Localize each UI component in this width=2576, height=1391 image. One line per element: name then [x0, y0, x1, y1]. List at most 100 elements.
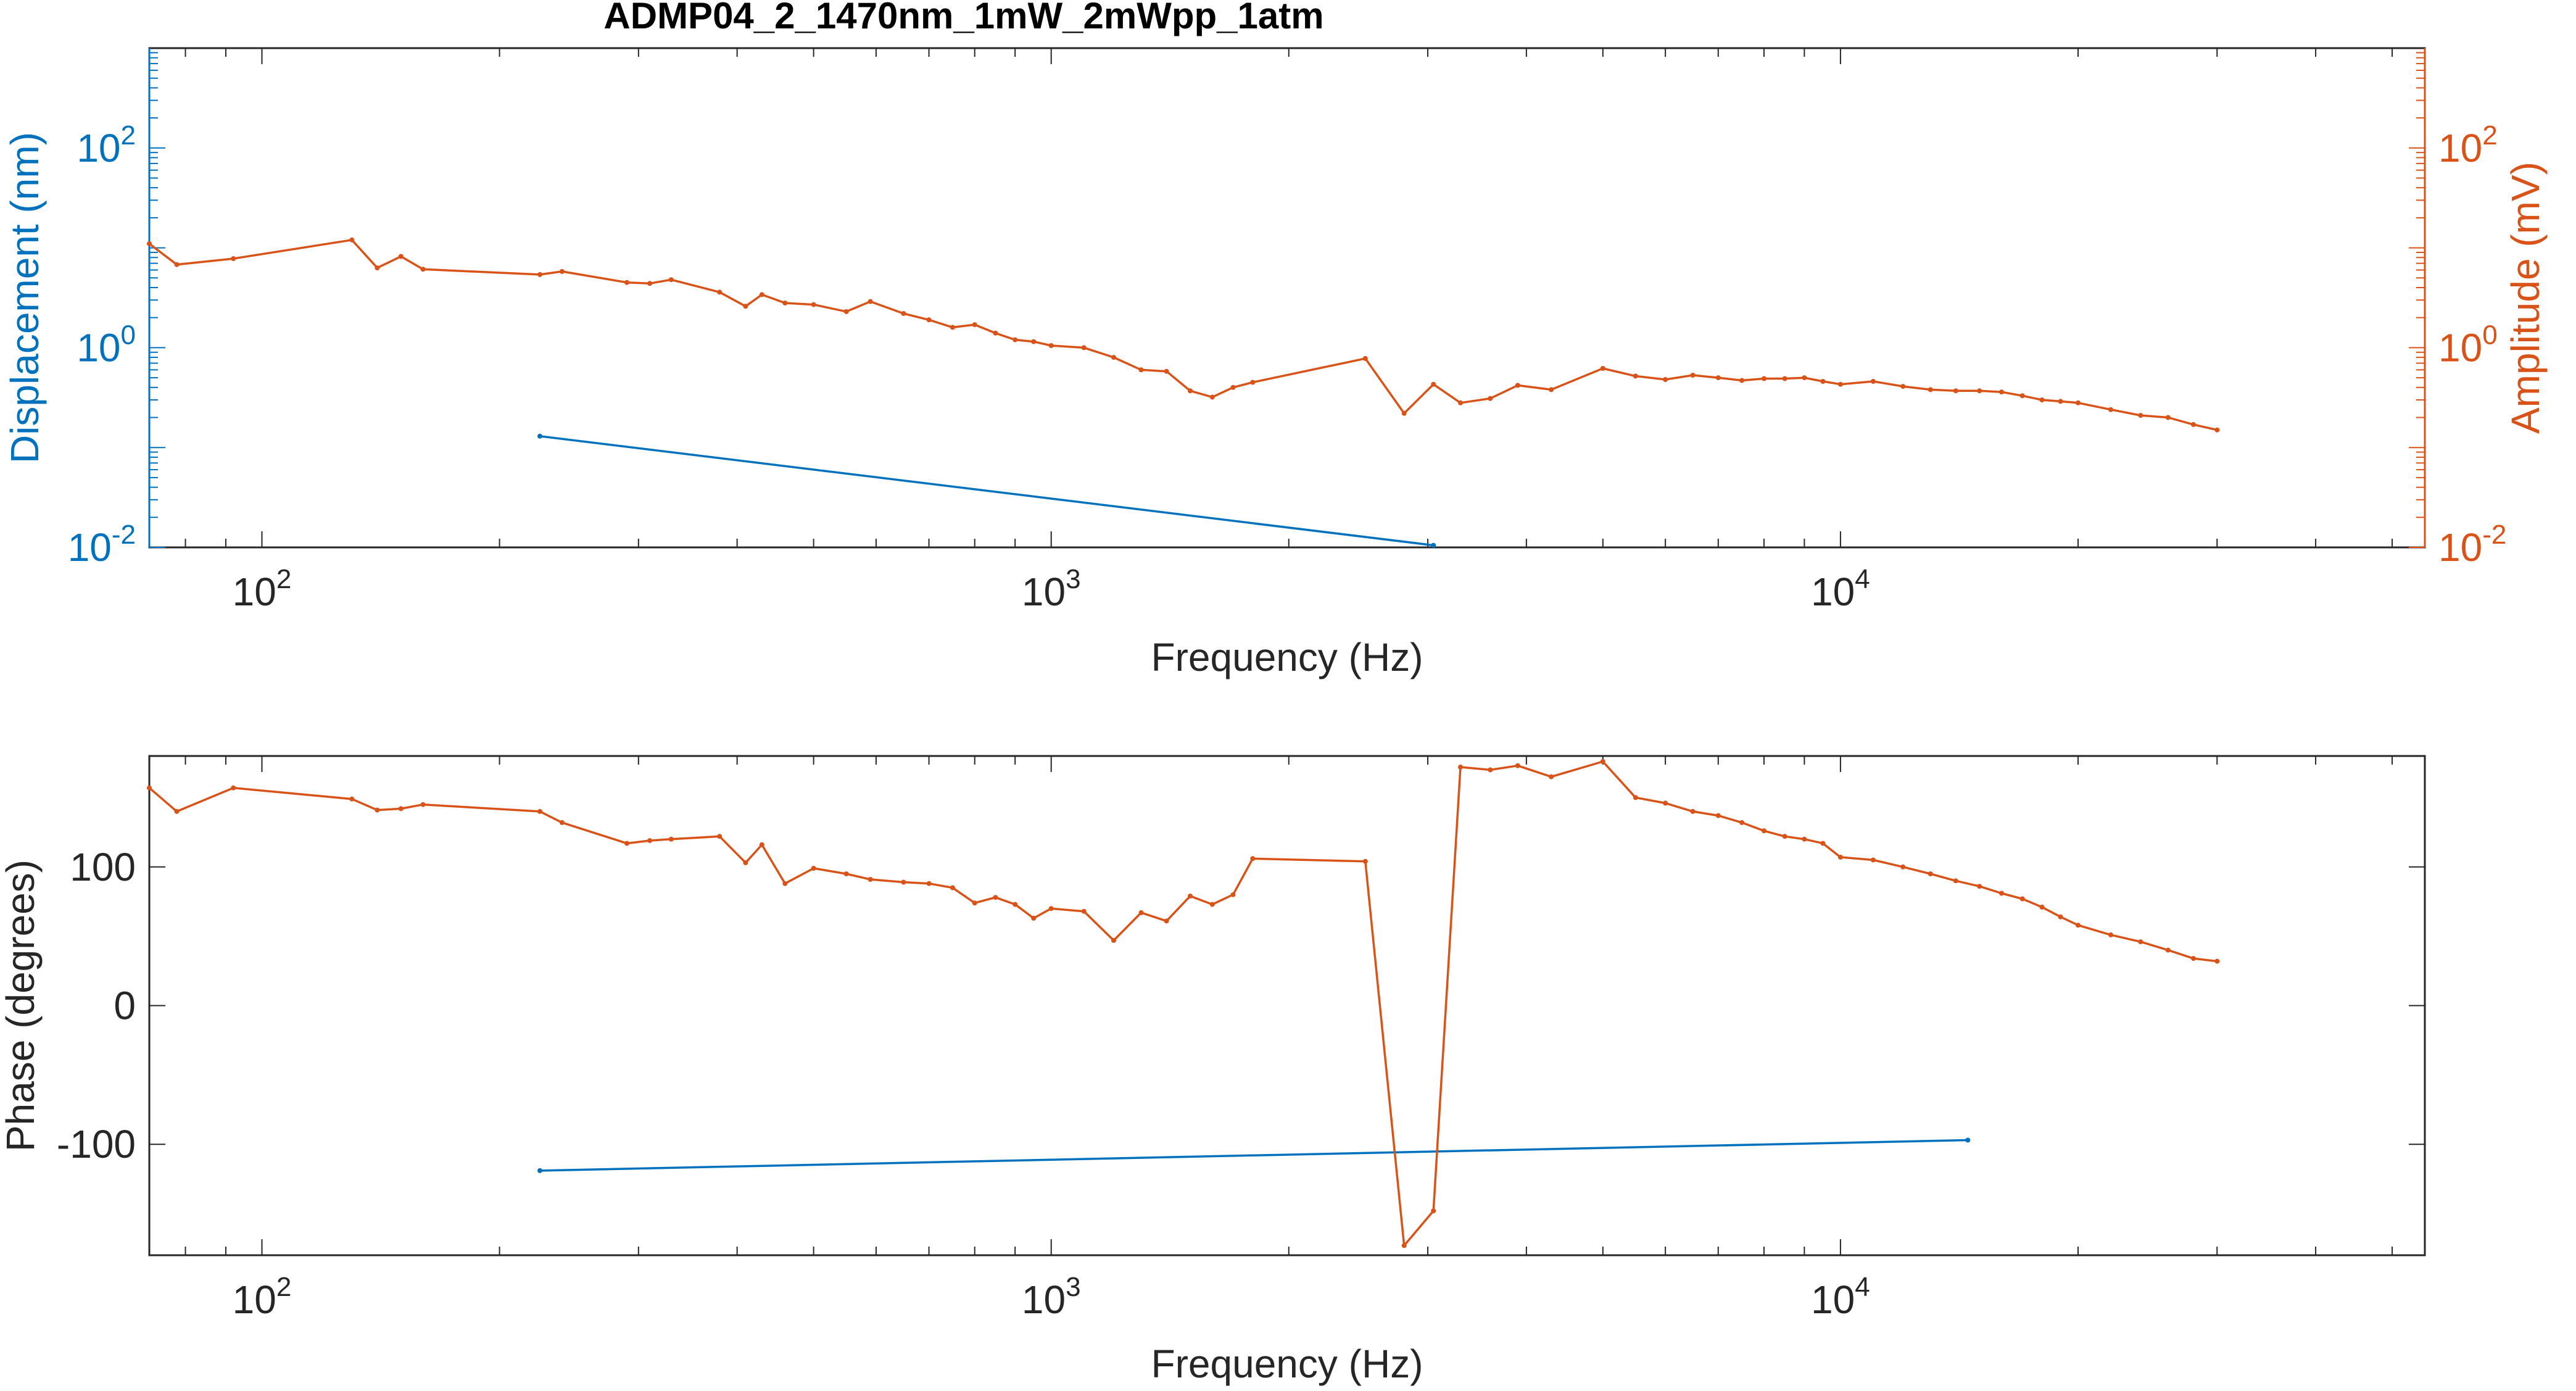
amplitude-series-point: [1431, 381, 1436, 387]
phase-series-orange-point: [1488, 767, 1493, 773]
amplitude-series-point: [2138, 413, 2143, 418]
amplitude-series-point: [717, 289, 723, 295]
top-series-group: [147, 237, 2220, 548]
amplitude-series-point: [1081, 345, 1087, 351]
amplitude-series-point: [1900, 384, 1906, 389]
x-tick-label: 104: [1811, 564, 1870, 614]
phase-series-orange-point: [1250, 856, 1256, 862]
amplitude-series-point: [1782, 376, 1787, 381]
phase-series-orange-point: [1999, 891, 2004, 896]
y-tick-label-left: 102: [77, 120, 136, 170]
phase-series-orange-point: [668, 836, 674, 842]
phase-series-orange-point: [1013, 902, 1018, 907]
amplitude-series-point: [759, 292, 764, 297]
phase-series-orange-point: [811, 866, 816, 871]
amplitude-series-point: [1188, 388, 1193, 394]
amplitude-series-point: [1013, 337, 1018, 343]
phase-series-orange-point: [1458, 765, 1463, 770]
top-y-axis-label-right: Amplitude (mV): [2503, 162, 2548, 434]
phase-series-orange-point: [1953, 878, 1958, 884]
amplitude-series-point: [1928, 387, 1933, 392]
bottom-minor-ticks: [149, 756, 2425, 1255]
amplitude-series-point: [2214, 427, 2220, 433]
amplitude-series-point: [231, 256, 236, 262]
phase-series-orange-point: [1977, 884, 1982, 889]
phase-series-orange-point: [1401, 1243, 1407, 1248]
amplitude-series-point: [1663, 377, 1668, 382]
x-tick-label: 102: [233, 1272, 292, 1322]
phase-series-orange-point: [231, 785, 236, 791]
phase-series-orange-point: [1549, 774, 1554, 779]
amplitude-series-point: [2019, 393, 2025, 399]
bottom-tick-labels: 102 103 104 -100 0 100: [57, 845, 1870, 1322]
amplitude-series-point: [1600, 366, 1605, 371]
top-plot-amplitude: 102 103 104 10-2 100 102 10-2 100 102 Frequency …: [2, 47, 2548, 679]
phase-series-orange-point: [2214, 958, 2220, 964]
phase-series-orange-point: [1081, 908, 1087, 914]
amplitude-series-point: [1633, 373, 1638, 379]
phase-series-orange-point: [1802, 836, 1807, 842]
phase-series-orange-point: [1138, 910, 1144, 915]
amplitude-series-point: [624, 280, 629, 285]
phase-series-orange-point: [2019, 896, 2025, 902]
x-tick-label: 103: [1022, 1272, 1081, 1322]
amplitude-series-point: [1209, 394, 1215, 400]
amplitude-series-point: [1953, 388, 1958, 394]
amplitude-series-point: [782, 301, 788, 305]
amplitude-series-point: [1690, 373, 1696, 378]
amplitude-series-point: [901, 311, 906, 316]
phase-series-orange-point: [147, 785, 152, 791]
phase-series-orange-point: [375, 807, 380, 813]
amplitude-series-point: [2058, 399, 2063, 404]
phase-series-orange-point: [901, 879, 906, 885]
amplitude-series-point: [1515, 383, 1520, 388]
phase-series-orange-point: [1690, 808, 1696, 814]
amplitude-series-point: [926, 317, 932, 323]
phase-series-orange-point: [1715, 813, 1721, 818]
phase-series-orange-point: [420, 802, 426, 807]
phase-series-orange-point: [759, 842, 764, 847]
phase-series-orange-point: [1188, 894, 1193, 899]
phase-series-orange-point: [1900, 864, 1906, 870]
phase-series-orange-point: [926, 881, 932, 886]
phase-series-orange-point: [1870, 857, 1876, 863]
phase-series-blue-point: [537, 1168, 542, 1173]
amplitude-series-point: [993, 330, 998, 336]
amplitude-series-point: [537, 272, 542, 277]
phase-series-orange-point: [1837, 855, 1843, 860]
x-tick-label: 103: [1022, 564, 1081, 614]
amplitude-series-line: [148, 239, 2218, 431]
amplitude-series-point: [1164, 368, 1169, 374]
phase-series-orange-point: [2190, 956, 2196, 961]
amplitude-series-point: [349, 237, 355, 243]
amplitude-series-point: [147, 241, 152, 246]
phase-series-orange-point: [1739, 820, 1745, 825]
bottom-x-axis-label: Frequency (Hz): [1151, 1342, 1423, 1386]
phase-series-orange-point: [1209, 902, 1215, 907]
amplitude-series-point: [1715, 375, 1721, 381]
phase-series-orange-point: [1928, 871, 1933, 876]
phase-series-orange-point: [1633, 795, 1638, 800]
phase-series-orange-point: [1111, 937, 1116, 943]
amplitude-series-point: [1977, 388, 1982, 394]
amplitude-series-point: [743, 304, 748, 309]
phase-series-orange-point: [1048, 906, 1054, 911]
phase-series-orange-point: [1820, 841, 1826, 846]
amplitude-series-point: [2076, 400, 2081, 405]
bottom-plot-phase: 102 103 104 -100 0 100 Frequency (Hz) Phase (…: [0, 755, 2426, 1386]
phase-series-orange-point: [950, 885, 955, 891]
phase-series-orange-point: [1762, 828, 1766, 834]
displacement-series-point: [1431, 542, 1436, 548]
phase-series-orange-point: [1164, 918, 1169, 924]
top-tick-labels: 102 103 104 10-2 100 102 10-2 100 102: [68, 120, 2507, 614]
phase-series-orange-point: [398, 806, 404, 812]
x-tick-label: 104: [1811, 1272, 1870, 1322]
amplitude-series-point: [1870, 379, 1876, 384]
bottom-y-axis-label: Phase (degrees): [0, 860, 43, 1152]
phase-series-orange-point: [993, 895, 998, 900]
phase-series-orange-point: [843, 871, 849, 876]
amplitude-series-point: [1111, 355, 1116, 360]
phase-series-orange-line: [148, 760, 2218, 1247]
amplitude-series-point: [668, 277, 674, 283]
